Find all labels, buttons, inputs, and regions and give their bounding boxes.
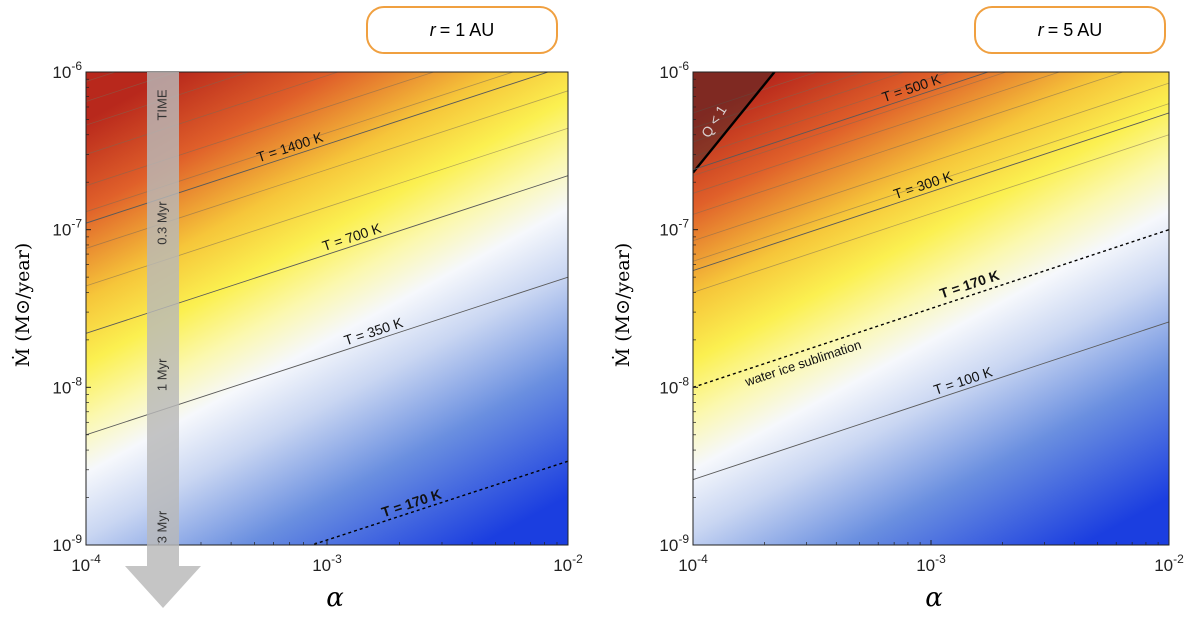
y-axis-label-5au: Ṁ (M⊙/year) <box>612 242 634 368</box>
radius-annotation-5au: r = 5 AU <box>974 6 1166 54</box>
isotherm-line <box>693 72 864 129</box>
y-tick-label: 10-8 <box>659 374 689 397</box>
time-marker-label: 1 Myr <box>154 358 169 391</box>
y-axis-label-1au: Ṁ (M⊙/year) <box>12 242 34 368</box>
y-tick-label: 10-7 <box>52 217 82 240</box>
radius-value: = 5 AU <box>1047 19 1103 40</box>
isotherm-line <box>693 72 951 158</box>
radius-symbol: r <box>1037 19 1044 40</box>
x-tick-label: 10-4 <box>678 552 708 575</box>
isotherm-line <box>693 134 1169 293</box>
x-tick-label: 10-2 <box>1154 552 1184 575</box>
x-axis-label-5au: α <box>925 583 943 613</box>
isotherm-line <box>693 72 1125 215</box>
time-arrow-label: TIME <box>154 89 169 120</box>
x-axis-label-1au: α <box>326 583 344 613</box>
x-tick-label: 10-2 <box>553 552 583 575</box>
x-tick-label: 10-3 <box>312 552 342 575</box>
y-tick-label: 10-8 <box>52 374 82 397</box>
radius-value: = 1 AU <box>439 19 495 40</box>
y-tick-label: 10-9 <box>52 532 82 555</box>
isotherm-line <box>693 72 1008 177</box>
isotherm-line-labeled <box>693 72 990 171</box>
radius-annotation-1au: r = 1 AU <box>366 6 558 54</box>
time-marker-label: 0.3 Myr <box>154 201 169 245</box>
isotherm-line <box>693 103 1169 262</box>
temperature-colormap <box>693 72 1169 545</box>
radius-symbol: r <box>429 19 436 40</box>
y-tick-label: 10-7 <box>659 217 689 240</box>
isotherm-line <box>693 72 906 143</box>
y-tick-label: 10-6 <box>659 59 689 82</box>
time-arrow: TIME 0.3 Myr 1 Myr 3 Myr <box>125 72 201 608</box>
q-boundary-line <box>693 72 776 174</box>
y-tick-label: 10-6 <box>52 59 82 82</box>
isotherm-line <box>693 72 818 114</box>
x-tick-label: 10-4 <box>71 552 101 575</box>
isotherm-line <box>693 82 1169 242</box>
time-arrow-shape <box>125 72 201 608</box>
isotherm-line-labeled <box>693 321 1169 480</box>
y-tick-label: 10-9 <box>659 532 689 555</box>
time-marker-label: 3 Myr <box>154 510 169 543</box>
chart-panel-1au: T = 1400 KT = 700 KT = 350 KT = 170 K10-… <box>52 59 583 608</box>
isotherm-line <box>693 72 1061 194</box>
x-tick-label: 10-3 <box>916 552 946 575</box>
isotherm-line-labeled <box>693 112 1169 272</box>
